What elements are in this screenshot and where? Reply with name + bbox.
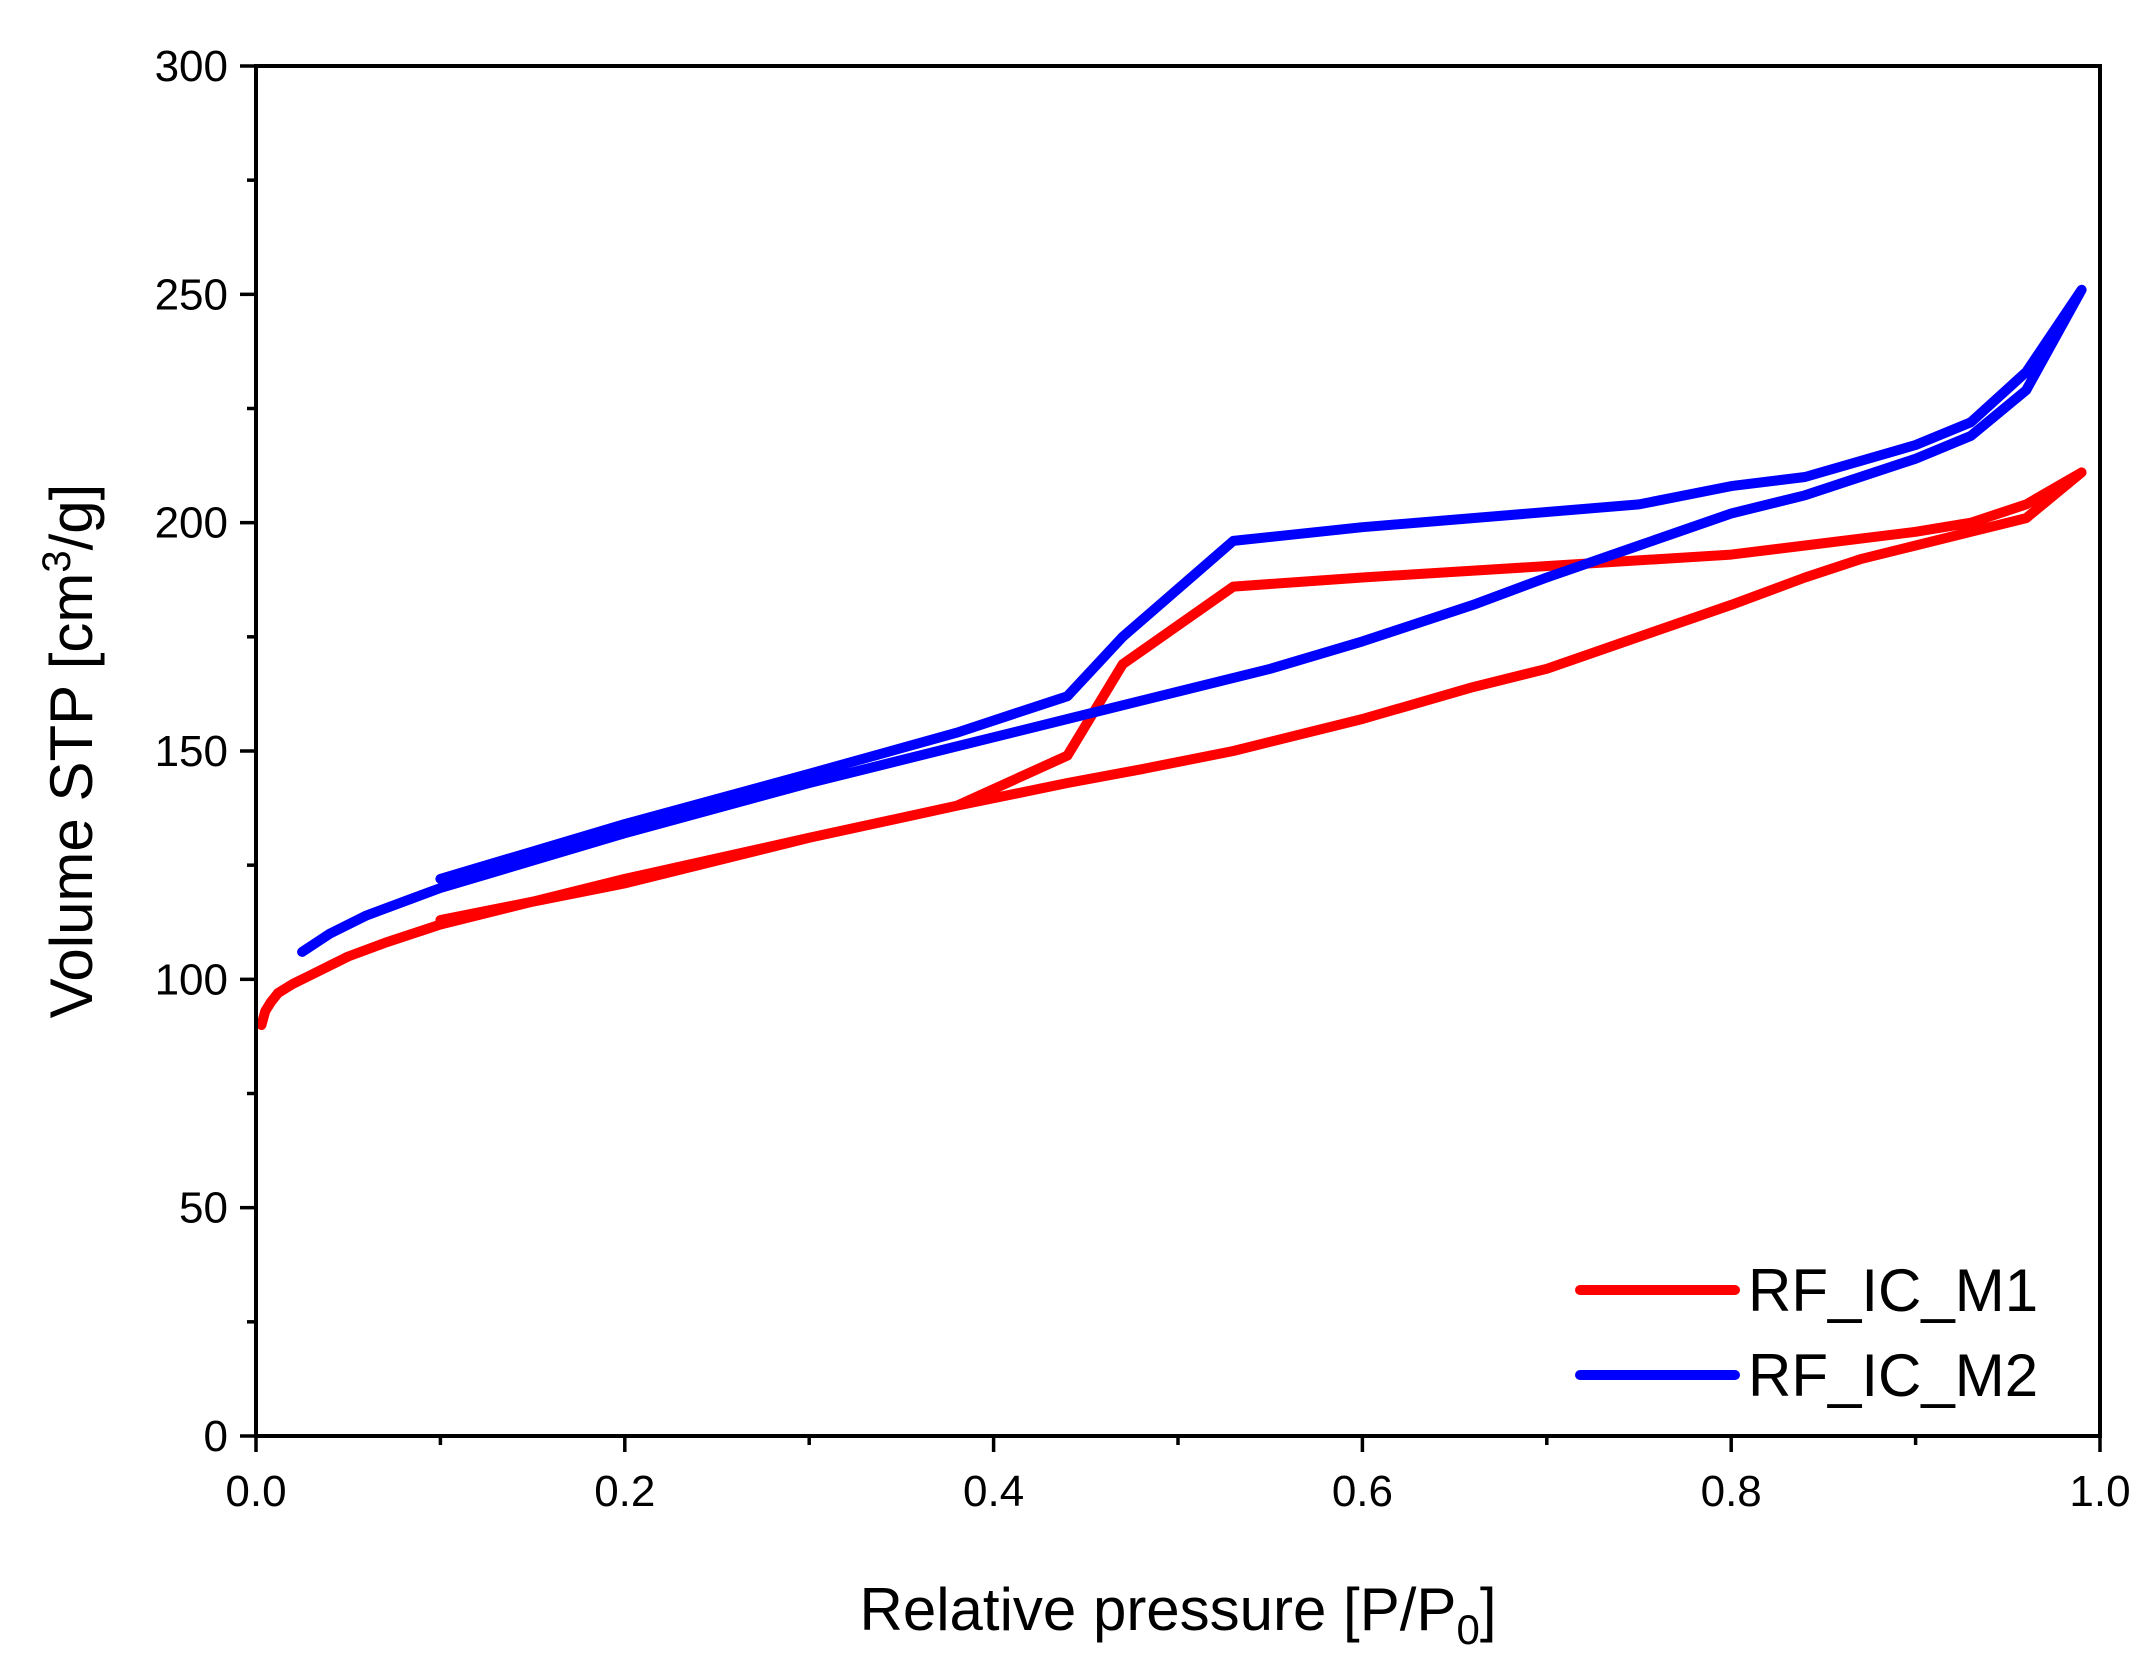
y-tick-label: 50 <box>179 1184 228 1233</box>
y-axis-title: Volume STP [cm3/g] <box>35 484 105 1019</box>
y-tick-label: 200 <box>155 499 228 548</box>
x-tick-label: 0.8 <box>1701 1467 1762 1516</box>
legend-label-rf-ic-m2: RF_IC_M2 <box>1748 1342 2038 1409</box>
series-line-rf-ic-m2 <box>297 284 2087 957</box>
x-axis-title-tail: ] <box>1480 1576 1497 1643</box>
series-line-rf-ic-m1 <box>256 467 2087 1030</box>
y-axis-title-sup: 3 <box>35 550 79 572</box>
x-tick-label: 1.0 <box>2069 1467 2130 1516</box>
y-axis-title-tail: /g] <box>38 484 105 551</box>
y-axis-title-main: Volume STP [cm <box>38 573 105 1019</box>
legend-label-rf-ic-m1: RF_IC_M1 <box>1748 1257 2038 1324</box>
x-tick-label: 0.2 <box>594 1467 655 1516</box>
series-layer <box>256 284 2087 1030</box>
y-tick-label: 100 <box>155 955 228 1004</box>
x-axis-title-sub: 0 <box>1456 1606 1479 1653</box>
x-axis-title-main: Relative pressure [P/P <box>860 1576 1457 1643</box>
x-tick-label: 0.6 <box>1332 1467 1393 1516</box>
x-axis-title: Relative pressure [P/P0] <box>860 1576 1497 1653</box>
tick-labels: 0.0 0.2 0.4 0.6 0.8 1.0 0 50 100 150 200 250 300 <box>155 42 2131 1516</box>
y-tick-label: 0 <box>204 1412 228 1461</box>
y-tick-label: 150 <box>155 727 228 776</box>
x-tick-label: 0.4 <box>963 1467 1024 1516</box>
legend: RF_IC_M1 RF_IC_M2 <box>1575 1257 2038 1409</box>
y-tick-label: 300 <box>155 42 228 91</box>
x-tick-label: 0.0 <box>225 1467 286 1516</box>
y-tick-label: 250 <box>155 270 228 319</box>
plot-frame <box>254 64 2102 1438</box>
